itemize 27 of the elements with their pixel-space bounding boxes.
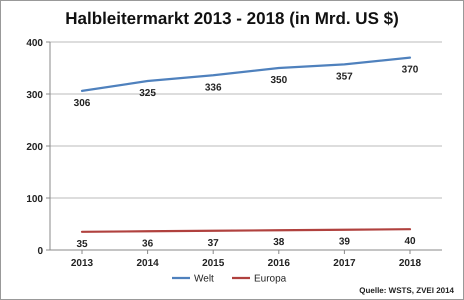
x-tick-label: 2016 (268, 258, 290, 269)
data-label: 336 (204, 82, 222, 94)
source-note: Quelle: WSTS, ZVEI 2014 (359, 286, 455, 295)
y-tick-label: 400 (26, 38, 44, 49)
x-tick-label: 2015 (202, 258, 225, 269)
data-label: 36 (142, 238, 154, 250)
data-label: 39 (338, 236, 350, 248)
y-tick-label: 200 (26, 142, 44, 153)
data-label: 40 (404, 236, 416, 248)
y-tick-label: 0 (37, 246, 44, 257)
data-label: 38 (273, 237, 285, 248)
data-label: 35 (76, 238, 88, 250)
x-tick-label: 2014 (136, 258, 160, 269)
legend-label: Europa (254, 274, 287, 284)
data-label: 350 (270, 75, 288, 86)
data-label: 306 (74, 98, 91, 109)
y-tick-label: 100 (26, 194, 44, 205)
data-label: 37 (208, 238, 220, 249)
chart-title: Halbleitermarkt 2013 - 2018 (in Mrd. US $) (65, 9, 399, 28)
data-label: 370 (402, 64, 419, 76)
x-tick-label: 2018 (398, 258, 422, 269)
data-label: 325 (139, 88, 156, 99)
x-tick-label: 2017 (333, 258, 356, 269)
y-tick-label: 300 (26, 90, 44, 101)
x-tick-label: 2013 (70, 258, 94, 269)
legend-label: Welt (194, 274, 214, 284)
data-label: 357 (336, 71, 354, 82)
